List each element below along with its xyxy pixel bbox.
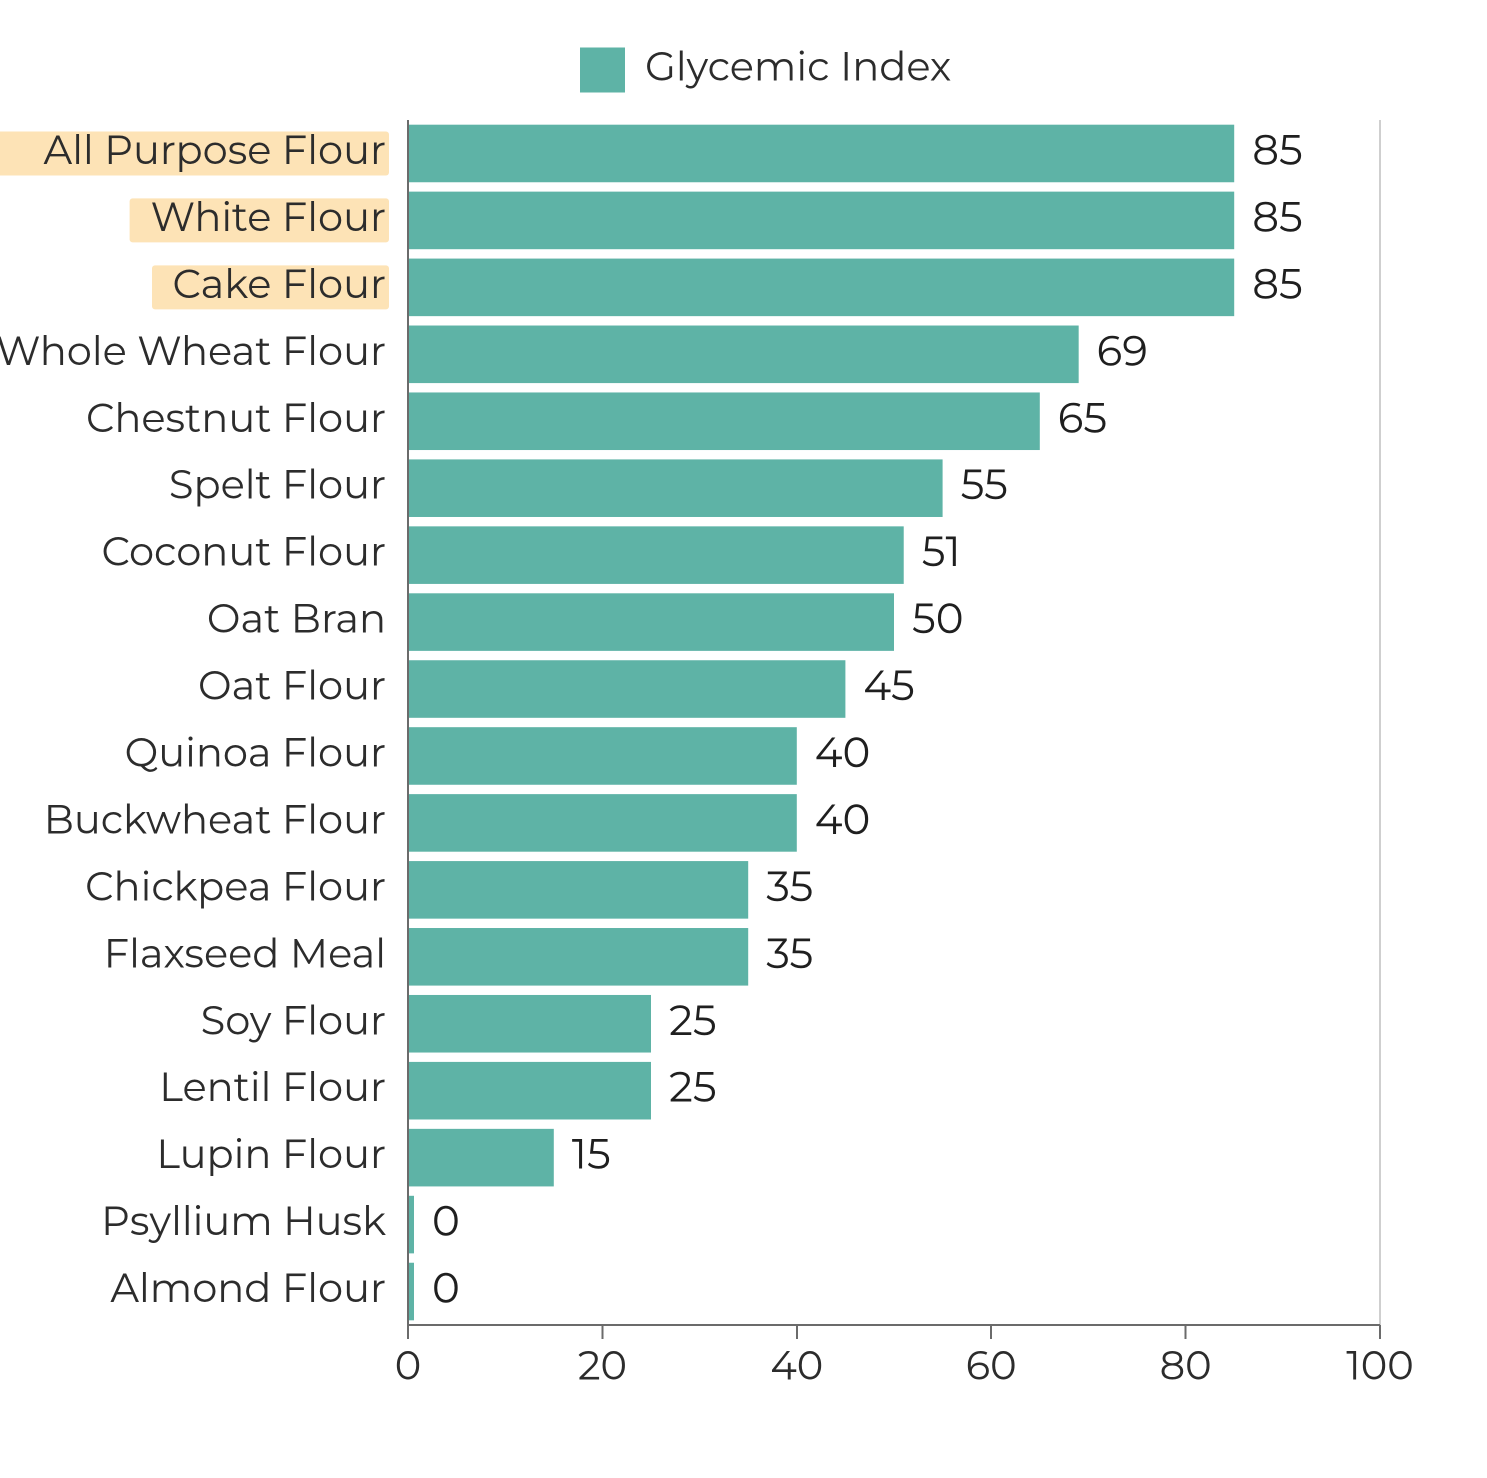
bar: [408, 660, 845, 718]
category-label: Psyllium Husk: [101, 1197, 386, 1246]
glycemic-index-chart: Glycemic Index All Purpose Flour White Flo…: [0, 0, 1487, 1478]
value-label: 40: [815, 726, 871, 778]
value-label: 25: [669, 1061, 717, 1113]
x-ticks: 0 20 40 60 80 100: [395, 1325, 1414, 1390]
category-label: Oat Bran: [207, 595, 386, 644]
category-label: Almond Flour: [110, 1264, 386, 1313]
x-tick-label: 40: [770, 1341, 823, 1390]
category-label: Spelt Flour: [169, 461, 386, 510]
bar: [408, 192, 1234, 250]
bar: [408, 526, 904, 584]
value-label: 45: [863, 659, 914, 711]
x-tick-label: 100: [1346, 1341, 1413, 1390]
bar: [408, 259, 1234, 317]
bar: [408, 326, 1079, 384]
value-label: 55: [961, 458, 1008, 510]
category-label: Buckwheat Flour: [44, 795, 386, 844]
value-label: 0: [432, 1195, 460, 1247]
category-label: Quinoa Flour: [125, 728, 386, 777]
bar: [408, 928, 748, 986]
bar: [408, 727, 797, 785]
category-label: Chickpea Flour: [85, 862, 386, 911]
category-label: White Flour: [151, 193, 386, 242]
value-label: 15: [572, 1128, 611, 1180]
value-label: 85: [1252, 124, 1303, 176]
category-label: Flaxseed Meal: [104, 929, 386, 978]
value-label: 51: [922, 525, 961, 577]
bar: [408, 125, 1234, 183]
bar: [408, 593, 894, 651]
value-label: 35: [766, 927, 813, 979]
category-label: Chestnut Flour: [86, 394, 386, 443]
value-label: 69: [1097, 324, 1148, 376]
bar: [408, 459, 943, 517]
category-label: Coconut Flour: [102, 528, 387, 577]
category-label: Cake Flour: [173, 260, 386, 309]
bars: [408, 125, 1234, 1321]
bar: [408, 861, 748, 919]
value-label: 50: [912, 592, 964, 644]
category-label: Lupin Flour: [156, 1130, 386, 1179]
value-label: 0: [432, 1262, 460, 1314]
value-label: 25: [669, 994, 717, 1046]
x-tick-label: 20: [578, 1341, 627, 1390]
bar: [408, 392, 1040, 450]
legend: Glycemic Index: [580, 43, 951, 93]
bar: [408, 995, 651, 1053]
x-tick-label: 0: [395, 1341, 421, 1390]
category-label: Whole Wheat Flour: [0, 327, 386, 376]
legend-swatch: [580, 48, 625, 93]
category-label: Lentil Flour: [159, 1063, 386, 1112]
value-label: 85: [1252, 190, 1303, 242]
value-label: 85: [1252, 257, 1303, 309]
x-tick-label: 80: [1160, 1341, 1212, 1390]
bar: [408, 794, 797, 852]
bar: [408, 1129, 554, 1187]
y-categories: All Purpose Flour White Flour Cake Flour Wh…: [0, 126, 389, 1313]
value-label: 65: [1058, 391, 1107, 443]
x-tick-label: 60: [966, 1341, 1017, 1390]
category-label: Oat Flour: [198, 662, 386, 711]
category-label: All Purpose Flour: [44, 126, 386, 175]
legend-label: Glycemic Index: [645, 43, 951, 92]
category-label: Soy Flour: [201, 996, 386, 1045]
value-label: 35: [766, 860, 813, 912]
bar: [408, 1062, 651, 1120]
value-label: 40: [815, 793, 871, 845]
